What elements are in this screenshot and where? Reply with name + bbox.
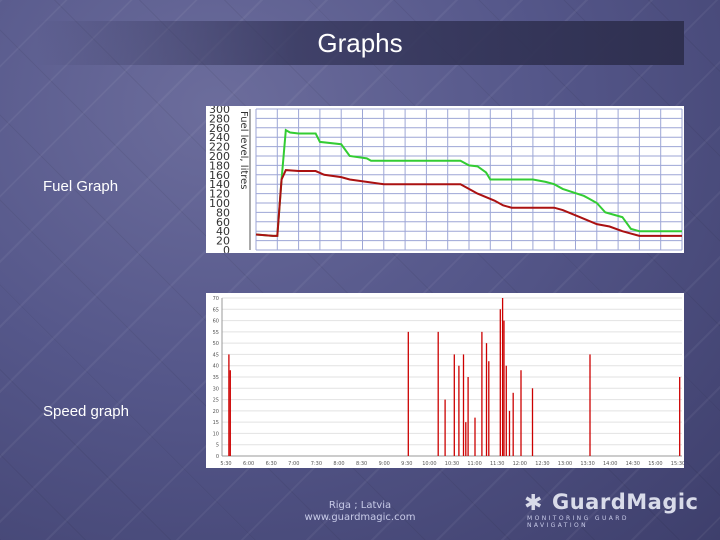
fuel-y-tick-label: 260 bbox=[209, 122, 230, 135]
fuel-y-tick-label: 160 bbox=[209, 169, 230, 182]
speed-x-tick-label: 7:30 bbox=[311, 461, 322, 467]
speed-x-tick-label: 13:00 bbox=[558, 461, 572, 467]
speed-x-tick-label: 15:30 bbox=[671, 461, 684, 467]
speed-y-tick-label: 10 bbox=[213, 431, 219, 437]
speed-y-tick-label: 15 bbox=[213, 420, 219, 426]
speed-y-tick-label: 70 bbox=[213, 296, 219, 302]
fuel-y-tick-label: 100 bbox=[209, 197, 230, 210]
speed-x-tick-label: 9:30 bbox=[401, 461, 412, 467]
fuel-y-tick-label: 0 bbox=[223, 244, 230, 253]
fuel-y-tick-label: 180 bbox=[209, 159, 230, 172]
speed-x-tick-label: 8:30 bbox=[356, 461, 367, 467]
fuel-y-tick-label: 240 bbox=[209, 131, 230, 144]
speed-x-tick-label: 9:00 bbox=[379, 461, 390, 467]
speed-y-tick-label: 45 bbox=[213, 352, 219, 358]
speed-y-tick-label: 20 bbox=[213, 409, 219, 415]
footer-website[interactable]: www.guardmagic.com bbox=[304, 512, 416, 523]
speed-x-tick-label: 5:30 bbox=[220, 461, 231, 467]
speed-x-tick-label: 12:00 bbox=[513, 461, 527, 467]
speed-graph: 0 5 10 15 20 25 30 35 40 45 50 55 60 65 70 5:30 6:00 6:30… bbox=[206, 293, 686, 468]
star-logo-icon: ✱ bbox=[524, 490, 543, 515]
speed-y-tick-label: 30 bbox=[213, 386, 219, 392]
fuel-graph: 0 20 40 60 80 100 120 140 160 180 200 220 240 260 280 3… bbox=[206, 103, 684, 257]
fuel-y-tick-label: 220 bbox=[209, 141, 230, 154]
speed-y-tick-label: 50 bbox=[213, 341, 219, 347]
fuel-y-tick-label: 140 bbox=[209, 178, 230, 191]
speed-y-tick-label: 40 bbox=[213, 364, 219, 370]
speed-x-tick-label: 10:00 bbox=[422, 461, 436, 467]
speed-x-tick-label: 8:00 bbox=[333, 461, 344, 467]
speed-x-tick-label: 6:00 bbox=[243, 461, 254, 467]
fuel-series-line-green bbox=[255, 128, 682, 237]
fuel-y-tick-label: 80 bbox=[216, 206, 230, 219]
speed-x-tick-label: 10:30 bbox=[445, 461, 459, 467]
fuel-y-tick-label: 20 bbox=[216, 235, 230, 248]
speed-x-tick-label: 11:30 bbox=[490, 461, 504, 467]
speed-x-tick-label: 12:30 bbox=[535, 461, 549, 467]
fuel-y-tick-label: 40 bbox=[216, 225, 230, 238]
speed-x-tick-label: 7:00 bbox=[288, 461, 299, 467]
speed-y-tick-label: 55 bbox=[213, 330, 219, 336]
speed-y-tick-label: 5 bbox=[216, 443, 219, 449]
fuel-y-tick-label: 60 bbox=[216, 216, 230, 229]
speed-graph-svg: 0 5 10 15 20 25 30 35 40 45 50 55 60 65 70 5:30 6:00 6:30… bbox=[213, 296, 686, 467]
slide-title: Graphs bbox=[36, 21, 684, 65]
speed-graph-label: Speed graph bbox=[43, 403, 129, 420]
speed-x-tick-label: 13:30 bbox=[580, 461, 594, 467]
speed-y-tick-label: 0 bbox=[216, 454, 219, 460]
fuel-series-line-red bbox=[255, 169, 682, 237]
logo-tagline: MONITORING GUARD NAVIGATION bbox=[527, 515, 629, 529]
speed-x-tick-label: 6:30 bbox=[266, 461, 277, 467]
fuel-y-tick-label: 120 bbox=[209, 188, 230, 201]
fuel-y-tick-label: 200 bbox=[209, 150, 230, 163]
speed-y-tick-label: 65 bbox=[213, 307, 219, 313]
fuel-y-tick-label: 280 bbox=[209, 112, 230, 125]
speed-y-tick-label: 25 bbox=[213, 398, 219, 404]
speed-x-tick-label: 14:00 bbox=[603, 461, 617, 467]
fuel-y-axis-label: Fuel level, litres bbox=[238, 111, 249, 190]
logo-name: GuardMagic bbox=[552, 490, 699, 514]
fuel-graph-label: Fuel Graph bbox=[43, 178, 119, 195]
speed-x-tick-label: 15:00 bbox=[648, 461, 662, 467]
speed-x-tick-label: 14:30 bbox=[626, 461, 640, 467]
speed-y-tick-label: 60 bbox=[213, 319, 219, 325]
speed-x-tick-label: 11:00 bbox=[467, 461, 481, 467]
speed-y-tick-label: 35 bbox=[213, 375, 219, 381]
guardmagic-logo: ✱ GuardMagic MONITORING GUARD NAVIGATION bbox=[522, 488, 698, 529]
fuel-graph-svg: 0204060801001201401601802002202402602803… bbox=[209, 103, 683, 257]
fuel-y-tick-label: 300 bbox=[209, 106, 230, 116]
footer-location: Riga ; Latvia bbox=[328, 500, 392, 511]
